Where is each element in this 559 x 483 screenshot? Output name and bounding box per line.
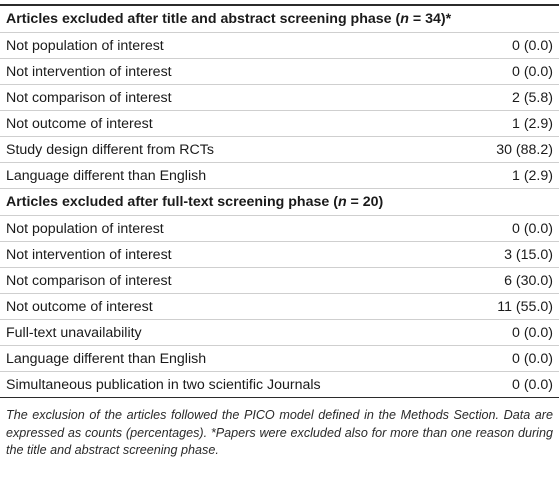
row-label: Not intervention of interest: [6, 246, 172, 263]
row-value: 2 (5.8): [511, 89, 553, 106]
table-row: Not comparison of interest 6 (30.0): [0, 268, 559, 294]
section-title: Articles excluded after full-text screen…: [6, 194, 384, 210]
row-label: Not outcome of interest: [6, 115, 153, 132]
row-value: 11 (55.0): [497, 298, 553, 315]
row-value: 1 (2.9): [511, 115, 553, 132]
table-row: Not intervention of interest 3 (15.0): [0, 242, 559, 268]
row-label: Not outcome of interest: [6, 298, 153, 315]
exclusion-table: Articles excluded after title and abstra…: [0, 4, 559, 457]
row-label: Not comparison of interest: [6, 272, 172, 289]
row-value: 0 (0.0): [511, 63, 553, 80]
row-label: Not population of interest: [6, 220, 164, 237]
table-footnote: The exclusion of the articles followed t…: [6, 408, 553, 457]
table-row: Language different than English 1 (2.9): [0, 163, 559, 189]
table-row: Study design different from RCTs 30 (88.…: [0, 137, 559, 163]
row-value: 0 (0.0): [511, 350, 553, 367]
row-label: Not population of interest: [6, 37, 164, 54]
table-row: Language different than English 0 (0.0): [0, 346, 559, 372]
row-label: Study design different from RCTs: [6, 141, 214, 158]
row-label: Not comparison of interest: [6, 89, 172, 106]
row-value: 0 (0.0): [511, 376, 553, 393]
row-value: 6 (30.0): [504, 272, 553, 289]
table-top-rule: [0, 4, 559, 6]
row-label: Full-text unavailability: [6, 324, 142, 341]
section-title: Articles excluded after title and abstra…: [6, 11, 452, 27]
row-value: 1 (2.9): [511, 167, 553, 184]
table-row: Not outcome of interest 11 (55.0): [0, 294, 559, 320]
table-row: Not comparison of interest 2 (5.8): [0, 85, 559, 111]
row-value: 0 (0.0): [511, 37, 553, 54]
table-row: Not population of interest 0 (0.0): [0, 33, 559, 59]
table-row: Not outcome of interest 1 (2.9): [0, 111, 559, 137]
row-label: Language different than English: [6, 167, 207, 184]
row-value: 0 (0.0): [511, 220, 553, 237]
table-row: Not intervention of interest 0 (0.0): [0, 59, 559, 85]
row-label: Language different than English: [6, 350, 207, 367]
row-label: Simultaneous publication in two scientif…: [6, 376, 321, 393]
row-value: 3 (15.0): [504, 246, 553, 263]
table-row: Full-text unavailability 0 (0.0): [0, 320, 559, 346]
row-value: 0 (0.0): [511, 324, 553, 341]
table-row: Not population of interest 0 (0.0): [0, 216, 559, 242]
table-row: Simultaneous publication in two scientif…: [0, 372, 559, 398]
row-label: Not intervention of interest: [6, 63, 172, 80]
section-header-full-text: Articles excluded after full-text screen…: [0, 189, 559, 216]
section-header-title-abstract: Articles excluded after title and abstra…: [0, 6, 559, 33]
row-value: 30 (88.2): [496, 141, 553, 158]
